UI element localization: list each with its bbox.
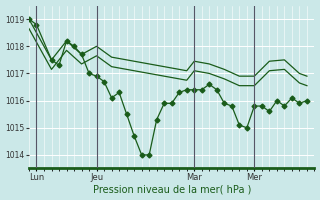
X-axis label: Pression niveau de la mer( hPa ): Pression niveau de la mer( hPa ) — [92, 184, 251, 194]
